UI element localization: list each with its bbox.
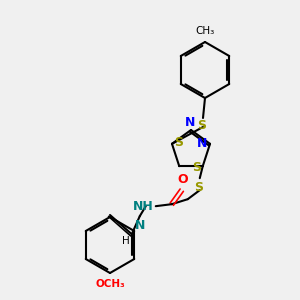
Text: N: N [185, 116, 195, 129]
Text: S: S [174, 136, 183, 149]
Text: N: N [196, 137, 207, 150]
Text: S: S [194, 181, 203, 194]
Text: O: O [177, 173, 188, 186]
Text: N: N [135, 219, 145, 232]
Text: OCH₃: OCH₃ [95, 279, 125, 289]
Text: S: S [192, 161, 201, 174]
Text: CH₃: CH₃ [195, 26, 214, 36]
Text: H: H [122, 236, 130, 246]
Text: S: S [197, 119, 206, 132]
Text: NH: NH [133, 200, 154, 213]
